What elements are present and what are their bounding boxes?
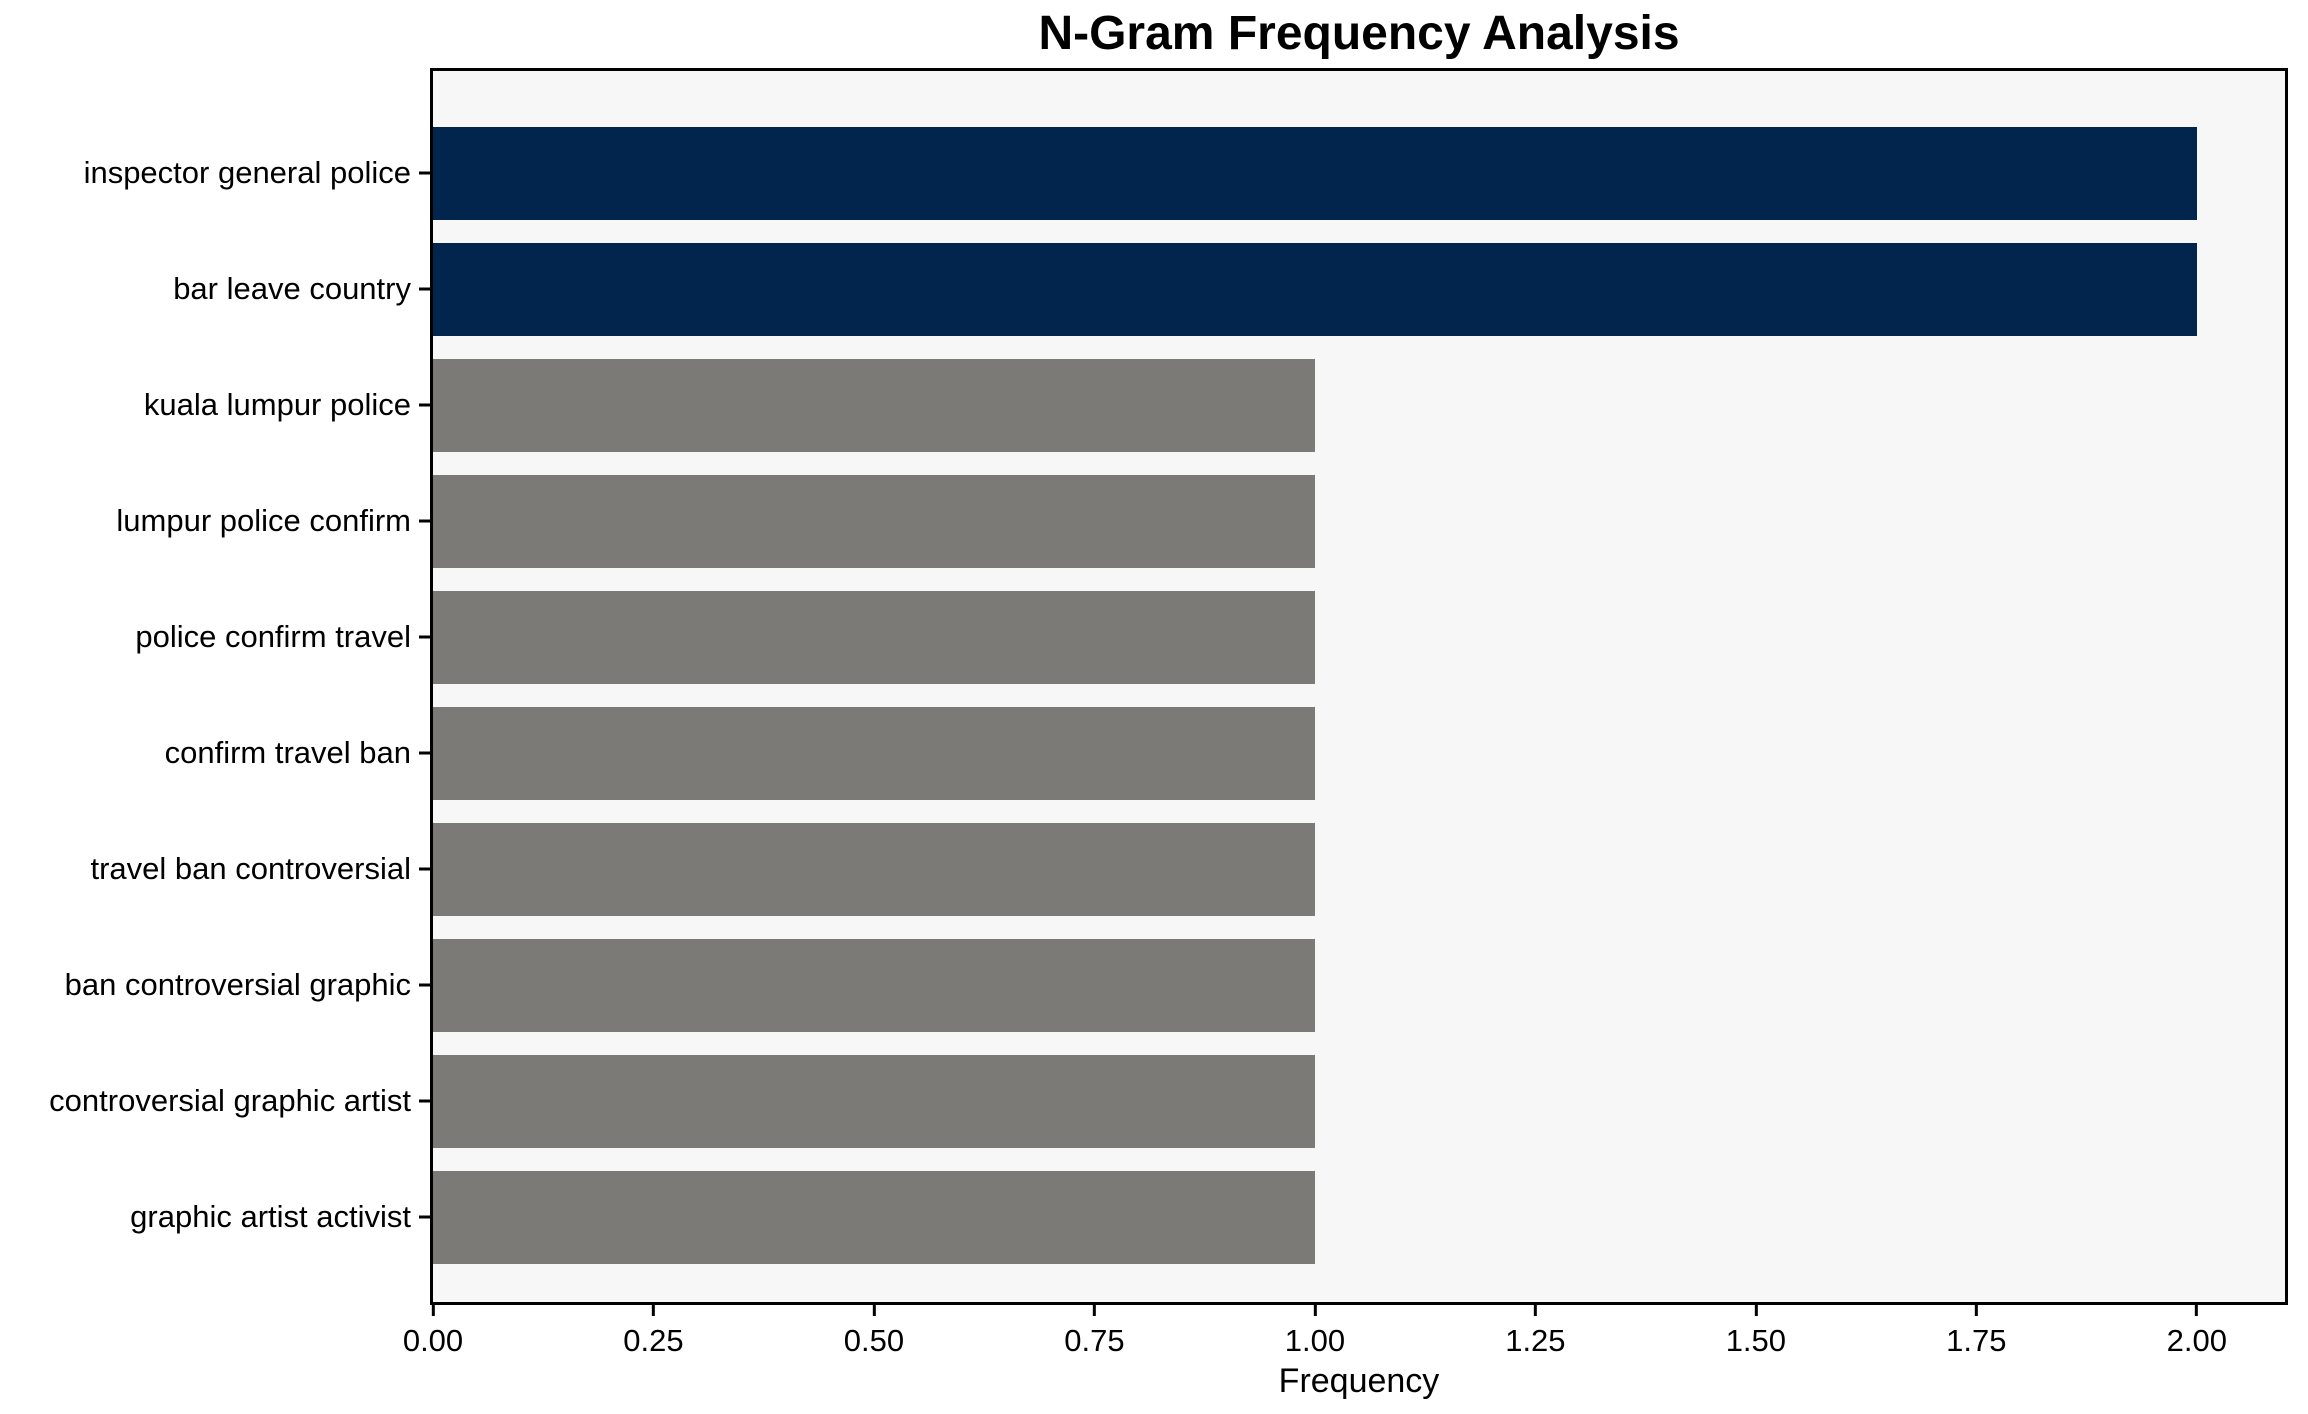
plot-area: inspector general police bar leave countr… <box>49 68 2288 1358</box>
x-tick: 1.00 <box>1285 1305 1345 1359</box>
y-tick-label: ban controversial graphic <box>64 967 411 1002</box>
x-tick-mark <box>1533 1305 1537 1316</box>
bar-row: bar leave country <box>173 231 2285 347</box>
bar <box>433 590 1315 684</box>
y-tick-mark <box>419 867 430 871</box>
x-tick-label: 2.00 <box>2166 1323 2227 1358</box>
y-tick-label: controversial graphic artist <box>49 1083 411 1118</box>
x-tick-mark <box>1092 1305 1096 1316</box>
y-tick-mark <box>419 635 430 639</box>
y-tick-label: travel ban controversial <box>90 851 412 886</box>
x-tick-mark <box>651 1305 655 1316</box>
bar <box>433 706 1315 800</box>
x-tick-mark <box>872 1305 876 1316</box>
bar <box>433 1170 1315 1264</box>
chart-title: N-Gram Frequency Analysis <box>1038 7 1680 60</box>
y-tick-mark <box>419 519 430 523</box>
y-tick-label: lumpur police confirm <box>116 503 411 538</box>
x-tick-label: 1.00 <box>1284 1323 1346 1358</box>
y-tick-label: police confirm travel <box>135 619 411 654</box>
y-tick-mark <box>419 287 430 291</box>
x-tick-label: 1.50 <box>1725 1323 1787 1358</box>
x-tick: 1.75 <box>1946 1305 2006 1359</box>
y-tick-label: inspector general police <box>83 155 411 190</box>
bar <box>433 938 1315 1032</box>
x-tick: 0.00 <box>403 1305 463 1359</box>
x-tick: 0.50 <box>844 1305 904 1359</box>
x-tick-mark <box>1754 1305 1758 1316</box>
bar-row: kuala lumpur police <box>144 347 2285 463</box>
x-tick-mark <box>2195 1305 2199 1316</box>
bar-row: controversial graphic artist <box>49 1043 2285 1159</box>
y-tick-label: graphic artist activist <box>130 1199 411 1234</box>
x-tick-mark <box>1974 1305 1978 1316</box>
y-tick-mark <box>419 403 430 407</box>
y-tick-mark <box>419 751 430 755</box>
bar-row: inspector general police <box>84 115 2285 231</box>
x-tick: 2.00 <box>2167 1305 2227 1359</box>
bar-row: graphic artist activist <box>130 1159 2285 1275</box>
x-tick: 1.50 <box>1726 1305 1786 1359</box>
x-tick: 0.75 <box>1064 1305 1125 1359</box>
x-tick-label: 0.00 <box>402 1323 464 1358</box>
x-tick: 1.25 <box>1505 1305 1566 1359</box>
bar-row: travel ban controversial <box>91 811 2285 927</box>
bar-row: confirm travel ban <box>165 695 2285 811</box>
y-tick-label: confirm travel ban <box>164 735 411 770</box>
x-tick-label: 0.50 <box>843 1323 905 1358</box>
y-tick-mark <box>419 171 430 175</box>
bar <box>433 474 1315 568</box>
x-tick-label: 1.75 <box>1946 1323 2007 1358</box>
x-tick-label: 0.75 <box>1064 1323 1125 1358</box>
bar <box>433 126 2197 220</box>
y-tick-mark <box>419 983 430 987</box>
x-axis-label: Frequency <box>1278 1362 1440 1400</box>
bar <box>433 1054 1315 1148</box>
x-tick-mark <box>431 1305 435 1316</box>
y-tick-label: bar leave country <box>173 271 411 306</box>
x-tick: 0.25 <box>623 1305 684 1359</box>
y-tick-label: kuala lumpur police <box>143 387 411 422</box>
bar <box>433 358 1315 452</box>
x-tick-label: 1.25 <box>1505 1323 1566 1358</box>
bar-row: lumpur police confirm <box>116 463 2285 579</box>
y-tick-mark <box>419 1099 430 1103</box>
y-tick-mark <box>419 1215 430 1219</box>
x-tick-mark <box>1313 1305 1317 1316</box>
x-tick-label: 0.25 <box>623 1323 684 1358</box>
bar-row: ban controversial graphic <box>65 927 2285 1043</box>
bar <box>433 822 1315 916</box>
bar-row: police confirm travel <box>135 579 2285 695</box>
bars-container: inspector general police bar leave countr… <box>49 71 2285 1302</box>
bar <box>433 242 2197 336</box>
